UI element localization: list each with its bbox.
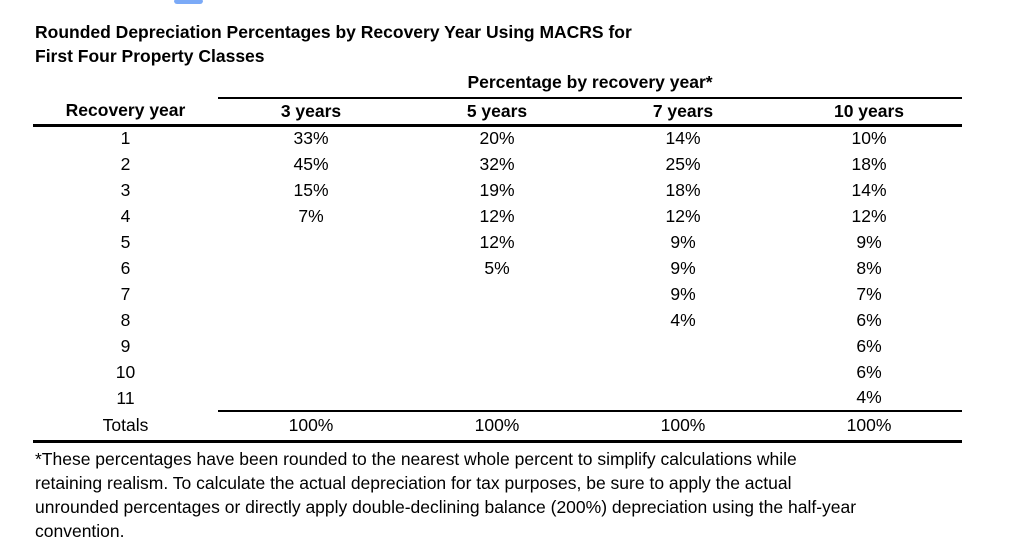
recovery-year-cell: 6 bbox=[120, 257, 131, 278]
percentage-cell bbox=[218, 359, 404, 385]
table-row: 5 12% 9% 9% bbox=[33, 229, 962, 255]
col-header-7-years: 7 years bbox=[590, 98, 776, 127]
col-header-recovery-year: Recovery year bbox=[33, 98, 218, 127]
percentage-cell bbox=[590, 359, 776, 385]
percentage-cell: 6% bbox=[856, 335, 882, 356]
percentage-cell: 9% bbox=[670, 231, 696, 252]
group-header-label: Percentage by recovery year* bbox=[218, 70, 963, 99]
totals-3-years: 100% bbox=[218, 410, 404, 443]
percentage-cell bbox=[218, 281, 404, 307]
percentage-cell: 9% bbox=[670, 257, 696, 278]
table-row: 1 33% 20% 14% 10% bbox=[33, 125, 962, 151]
column-header-row: Recovery year 3 years 5 years 7 years 10… bbox=[33, 98, 963, 127]
table-title-line-2: First Four Property Classes bbox=[35, 46, 265, 66]
recovery-year-cell: 10 bbox=[115, 361, 136, 382]
group-header-row: Percentage by recovery year* bbox=[33, 70, 963, 99]
footnote-line-4: convention. bbox=[35, 520, 125, 541]
percentage-cell bbox=[218, 255, 404, 281]
totals-5-years: 100% bbox=[404, 410, 590, 443]
percentage-cell bbox=[590, 385, 776, 411]
table-row: 7 9% 7% bbox=[33, 281, 962, 307]
recovery-year-cell: 9 bbox=[120, 335, 131, 356]
percentage-cell: 4% bbox=[856, 387, 882, 407]
percentage-cell: 9% bbox=[856, 231, 882, 252]
percentage-cell: 4% bbox=[670, 309, 696, 330]
footnote-line-2: retaining realism. To calculate the actu… bbox=[35, 472, 792, 493]
percentage-cell: 7% bbox=[856, 283, 882, 304]
clipped-blue-element bbox=[174, 0, 203, 4]
recovery-year-cell: 11 bbox=[116, 387, 135, 408]
table-foot: Totals 100% 100% 100% 100% bbox=[33, 410, 963, 443]
percentage-cell: 8% bbox=[856, 257, 882, 278]
recovery-year-cell: 4 bbox=[120, 205, 131, 226]
table-body: 1 33% 20% 14% 10% 2 45% 32% 25% 18% 3 15% 19% 18% 14% 4… bbox=[33, 125, 962, 411]
percentage-cell bbox=[404, 359, 590, 385]
percentage-cell: 6% bbox=[856, 309, 882, 330]
percentage-cell: 9% bbox=[670, 283, 696, 304]
table-row: 9 6% bbox=[33, 333, 962, 359]
recovery-year-cell: 8 bbox=[120, 309, 131, 330]
percentage-cell bbox=[218, 385, 404, 411]
table-row: 6 5% 9% 8% bbox=[33, 255, 962, 281]
table-title-line-1: Rounded Depreciation Percentages by Reco… bbox=[35, 22, 632, 42]
totals-row: Totals 100% 100% 100% 100% bbox=[33, 410, 963, 443]
col-header-5-years: 5 years bbox=[404, 98, 590, 127]
group-header-spacer bbox=[33, 70, 218, 98]
recovery-year-cell: 3 bbox=[120, 179, 131, 200]
percentage-cell: 14% bbox=[851, 179, 887, 200]
percentage-cell: 18% bbox=[665, 179, 701, 200]
percentage-cell: 25% bbox=[665, 153, 701, 174]
totals-10-years: 100% bbox=[776, 410, 963, 443]
col-header-3-years: 3 years bbox=[218, 98, 404, 127]
percentage-cell: 7% bbox=[298, 205, 324, 226]
percentage-cell: 32% bbox=[479, 153, 515, 174]
table-row: 11 4% bbox=[33, 385, 962, 411]
percentage-cell bbox=[404, 385, 590, 411]
percentage-cell: 10% bbox=[851, 128, 887, 149]
totals-7-years: 100% bbox=[590, 410, 776, 443]
percentage-cell bbox=[404, 333, 590, 359]
table-row: 10 6% bbox=[33, 359, 962, 385]
footnote-line-3: unrounded percentages or directly apply … bbox=[35, 496, 857, 517]
table-row: 8 4% 6% bbox=[33, 307, 962, 333]
percentage-cell: 12% bbox=[479, 205, 515, 226]
recovery-year-cell: 7 bbox=[120, 283, 131, 304]
table-row: 4 7% 12% 12% 12% bbox=[33, 203, 962, 229]
footnote-line-1: *These percentages have been rounded to … bbox=[35, 448, 797, 469]
macrs-depreciation-table: Percentage by recovery year* Recovery ye… bbox=[33, 70, 963, 443]
percentage-cell bbox=[590, 333, 776, 359]
totals-label: Totals bbox=[33, 411, 218, 443]
document: Rounded Depreciation Percentages by Reco… bbox=[33, 0, 963, 543]
percentage-cell bbox=[404, 281, 590, 307]
percentage-cell bbox=[218, 307, 404, 333]
percentage-cell: 15% bbox=[293, 179, 329, 200]
percentage-cell: 14% bbox=[665, 128, 701, 149]
percentage-cell: 12% bbox=[665, 205, 701, 226]
table-title: Rounded Depreciation Percentages by Reco… bbox=[35, 20, 962, 68]
recovery-year-cell: 5 bbox=[120, 231, 131, 252]
percentage-cell: 18% bbox=[851, 153, 887, 174]
percentage-cell: 45% bbox=[293, 153, 329, 174]
table-head: Percentage by recovery year* Recovery ye… bbox=[33, 70, 963, 127]
percentage-cell bbox=[404, 307, 590, 333]
percentage-cell: 33% bbox=[293, 128, 329, 149]
footnote: *These percentages have been rounded to … bbox=[35, 447, 962, 543]
percentage-cell bbox=[218, 229, 404, 255]
table-row: 3 15% 19% 18% 14% bbox=[33, 177, 962, 203]
table-row: 2 45% 32% 25% 18% bbox=[33, 151, 962, 177]
percentage-cell: 12% bbox=[851, 205, 887, 226]
percentage-cell: 12% bbox=[479, 231, 515, 252]
percentage-cell: 20% bbox=[479, 128, 515, 149]
recovery-year-cell: 1 bbox=[120, 128, 131, 149]
percentage-cell bbox=[218, 333, 404, 359]
col-header-10-years: 10 years bbox=[776, 98, 963, 127]
percentage-cell: 5% bbox=[484, 257, 510, 278]
percentage-cell: 6% bbox=[856, 361, 882, 382]
recovery-year-cell: 2 bbox=[120, 153, 131, 174]
percentage-cell: 19% bbox=[479, 179, 515, 200]
